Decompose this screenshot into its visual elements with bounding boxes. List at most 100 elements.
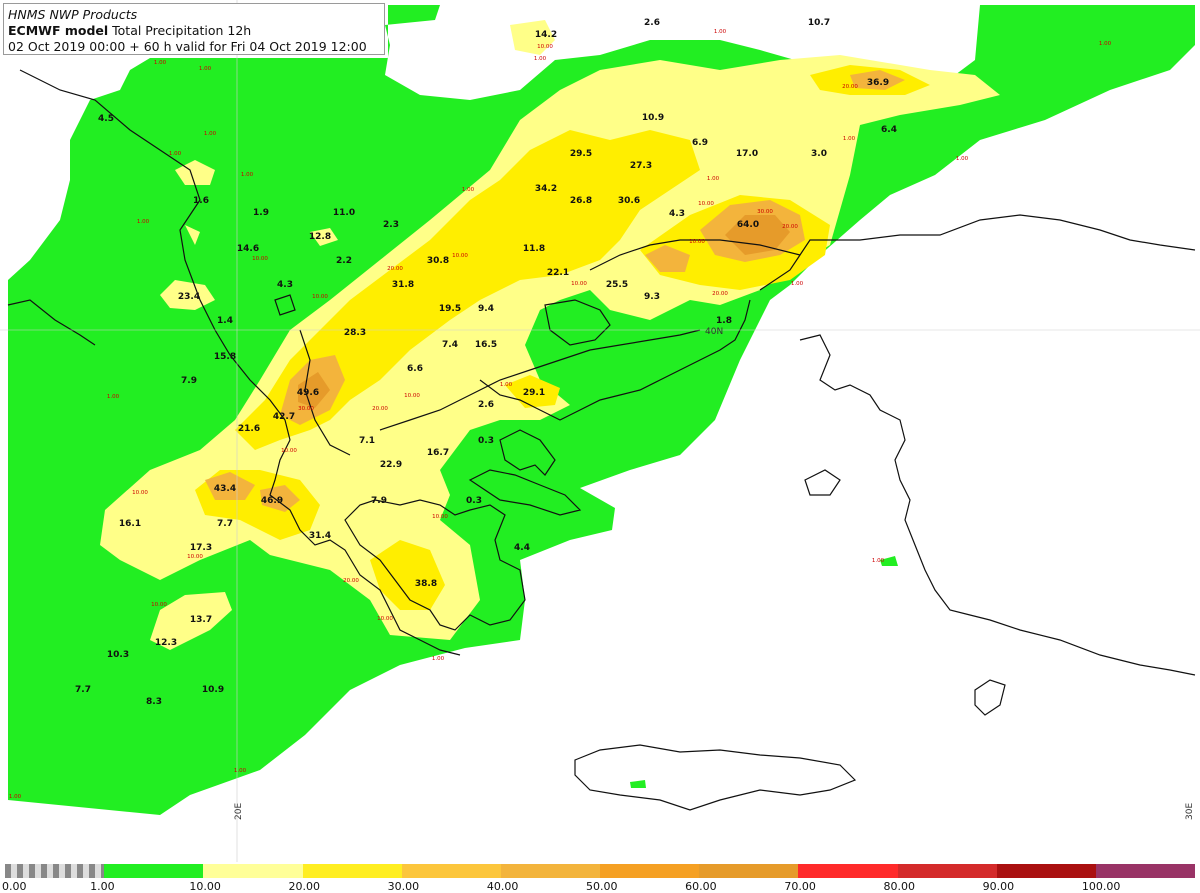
contour-label: 10.00 (571, 281, 587, 287)
contour-label: 1.00 (199, 66, 212, 72)
contour-label: 1.00 (714, 29, 727, 35)
contour-label: 1.00 (534, 56, 547, 62)
precip-value-label: 28.3 (344, 328, 366, 338)
precip-value-label: 49.6 (297, 388, 319, 398)
precip-value-label: 0.3 (466, 496, 482, 506)
precip-yellow-region (370, 540, 445, 610)
precip-value-label: 8.3 (146, 697, 162, 707)
precip-orange-region (850, 70, 905, 90)
precip-value-label: 16.1 (119, 519, 141, 529)
coastline-aegean-north (479, 299, 751, 421)
legend-swatch (996, 864, 1096, 878)
precip-orange-region (205, 472, 255, 500)
legend-swatch (699, 864, 799, 878)
precip-value-label: 34.2 (535, 184, 557, 194)
legend-swatch (104, 864, 204, 878)
legend-tick-label: 1.00 (90, 880, 115, 893)
lat-40n-label: 40N (705, 327, 723, 337)
contour-label: 10.00 (312, 294, 328, 300)
contour-label: 10.00 (252, 256, 268, 262)
lon-20e-label: 20E (234, 803, 244, 820)
coastline-euboea (468, 469, 582, 516)
precip-value-label: 31.4 (309, 531, 331, 541)
precip-area-green (8, 5, 1195, 815)
coastline-adriatic-west (19, 69, 291, 441)
legend-tick-label: 80.00 (883, 880, 916, 893)
contour-label: 1.00 (204, 131, 217, 137)
coastline-rhodes (974, 679, 1006, 716)
graticule (0, 0, 1200, 862)
precip-lightyellow-blob (185, 225, 200, 245)
precip-value-label: 2.2 (336, 256, 352, 266)
precip-value-label: 12.3 (155, 638, 177, 648)
precip-value-label: 10.7 (808, 18, 830, 28)
contour-label: 20.00 (343, 578, 359, 584)
contour-label: 1.00 (1099, 41, 1112, 47)
precip-yellow-region (235, 130, 700, 450)
precip-value-label: 9.4 (478, 304, 494, 314)
precip-value-label: 12.8 (309, 232, 331, 242)
precip-value-label: 43.4 (214, 484, 236, 494)
precip-value-label: 1.9 (253, 208, 269, 218)
contour-label: 1.00 (462, 187, 475, 193)
coastline-crete (574, 744, 857, 811)
contour-label: 20.00 (372, 406, 388, 412)
border-bulgaria-south (589, 239, 801, 271)
contour-label: 10.00 (132, 490, 148, 496)
precip-value-label: 13.7 (190, 615, 212, 625)
precip-darkorange-region (725, 215, 790, 255)
legend-tick-label: 100.00 (1081, 880, 1121, 893)
contour-label: 10.00 (689, 239, 705, 245)
coastlines (7, 69, 1196, 811)
precip-value-label: 25.5 (606, 280, 628, 290)
color-legend: 0.00 1.00 10.00 20.00 30.00 40.00 50.00 60.00 70… (0, 862, 1200, 893)
contour-label: 10.00 (377, 616, 393, 622)
precip-value-label: 21.6 (238, 424, 260, 434)
legend-tick-label: 90.00 (982, 880, 1015, 893)
contour-label: 1.00 (137, 219, 150, 225)
precip-value-label: 64.0 (737, 220, 759, 230)
precip-value-label: 26.8 (570, 196, 592, 206)
precip-green-blob (630, 780, 646, 788)
coastline-gulf-thessaloniki (544, 299, 611, 346)
coastline-peloponnese (344, 499, 526, 631)
precip-lightyellow-blob (310, 228, 338, 246)
contour-label: 10.00 (187, 554, 203, 560)
precip-value-label: 15.8 (214, 352, 236, 362)
precip-value-label: 2.6 (478, 400, 494, 410)
precipitation-map: 20E 40N 30E 1.00 1.00 1.00 1.00 1.00 1.00 1.00… (0, 0, 1200, 862)
contour-label: 1.00 (500, 382, 513, 388)
precip-green-blob (150, 60, 230, 100)
precip-value-label: 29.1 (523, 388, 545, 398)
precip-value-label: 22.1 (547, 268, 569, 278)
precip-orange-region (645, 245, 690, 272)
legend-swatch (500, 864, 601, 878)
precip-value-label: 3.0 (811, 149, 827, 159)
coastline-greece-west (269, 439, 461, 656)
precip-value-label: 27.3 (630, 161, 652, 171)
contour-label: 1.00 (234, 768, 247, 774)
header-model: ECMWF model (8, 23, 109, 38)
coastline-italy-heel (7, 299, 96, 346)
contour-label: 20.00 (842, 84, 858, 90)
contour-label: 1.00 (843, 136, 856, 142)
legend-swatch (5, 864, 105, 878)
contour-label: 1.00 (107, 394, 120, 400)
precip-value-label: 6.9 (692, 138, 708, 148)
contour-label: 10.00 (432, 514, 448, 520)
precip-value-label: 1.8 (716, 316, 732, 326)
legend-swatch (897, 864, 997, 878)
precip-value-label: 2.6 (644, 18, 660, 28)
precip-value-label: 9.3 (644, 292, 660, 302)
precip-value-label: 46.9 (261, 496, 283, 506)
header-product-line: ECMWF model Total Precipitation 12h (8, 23, 380, 39)
legend-tick-label: 40.00 (486, 880, 519, 893)
coastline-lesvos (804, 469, 841, 496)
precip-value-label: 2.3 (383, 220, 399, 230)
precip-value-label: 19.5 (439, 304, 461, 314)
precip-value-label: 4.3 (669, 209, 685, 219)
legend-swatch (600, 864, 700, 878)
header-product: Total Precipitation 12h (108, 23, 252, 38)
legend-swatch (798, 864, 898, 878)
precip-lightyellow-blob (510, 20, 555, 55)
